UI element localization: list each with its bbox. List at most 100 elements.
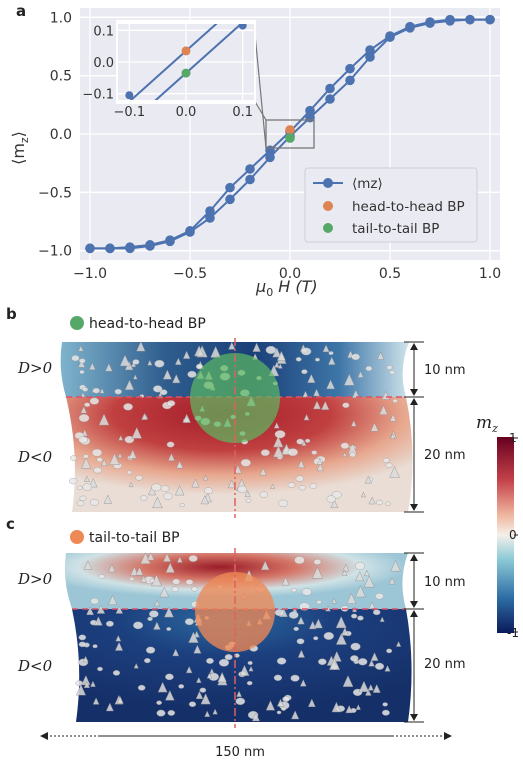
spin-cone [160, 485, 170, 492]
spin-cone [259, 491, 268, 498]
spin-cone [276, 657, 287, 665]
spin-cone [91, 448, 103, 457]
spin-cone [365, 688, 372, 696]
spin-cone [342, 675, 354, 687]
spin-cone [329, 657, 341, 670]
panel-b-bottom-layer [66, 397, 413, 512]
spin-cone [374, 662, 385, 670]
spin-cone [346, 592, 357, 604]
spin-cone [313, 618, 323, 629]
spin-cone [379, 616, 385, 622]
spin-cone [82, 387, 89, 392]
spin-cone [326, 495, 336, 503]
x-axis-label: μ0 H (T) [255, 277, 318, 299]
spin-cone [182, 413, 191, 423]
panel-c-region-top: D>0 [17, 570, 53, 588]
inset-chart: −0.1 0.0 0.1 0.1 0.0 −0.1 [82, 20, 256, 120]
spin-cone [237, 485, 248, 494]
spin-cone [307, 373, 316, 383]
spin-cone [368, 496, 376, 505]
spin-cone [246, 680, 253, 686]
data-point [365, 45, 375, 55]
colorbar-label-sub: z [491, 422, 498, 435]
spin-cone [350, 655, 359, 662]
panel-label-c: c [6, 515, 15, 533]
spin-cone [376, 499, 384, 506]
spin-cone [382, 457, 390, 464]
data-point [445, 16, 455, 26]
spin-cone [302, 390, 309, 398]
spin-cone [364, 475, 372, 484]
colorbar-gradient [497, 437, 514, 633]
spin-cone [212, 708, 218, 715]
spin-cone [382, 702, 388, 707]
colorbar-label-main: m [476, 413, 492, 433]
spin-cone [133, 662, 139, 669]
spin-cone [301, 588, 312, 596]
data-point [85, 243, 95, 254]
y-axis-label-sub: z [18, 137, 31, 143]
spin-cone [88, 362, 96, 370]
spin-cone [187, 370, 197, 378]
data-point [425, 18, 435, 28]
spin-cone [274, 609, 284, 617]
spin-cone [105, 363, 113, 372]
spin-cone [298, 485, 306, 491]
spin-cone [151, 483, 162, 492]
spin-cone [153, 385, 163, 393]
spin-cone [98, 574, 106, 580]
inset-data-point [238, 24, 247, 30]
data-point [125, 243, 135, 254]
data-point [345, 63, 355, 74]
spin-cone [328, 351, 334, 356]
spin-cone [200, 495, 209, 505]
bp-marker [285, 133, 295, 143]
spin-cone [76, 500, 85, 507]
spin-cone [323, 632, 334, 640]
spin-cone [386, 365, 393, 370]
spin-cone [386, 648, 393, 654]
spin-cone [92, 644, 98, 649]
x-axis-label-rest: H (T) [273, 277, 317, 296]
spin-cone [185, 666, 193, 674]
spin-cone [78, 436, 88, 444]
spin-cone [299, 679, 307, 687]
spin-cone [260, 449, 270, 457]
inset-y-tick: 0.0 [93, 56, 114, 71]
spin-cone [112, 670, 121, 676]
spin-cone [217, 671, 227, 683]
spin-cone [316, 458, 323, 465]
spin-cone [154, 599, 161, 607]
spin-cone [69, 477, 78, 485]
panel-label-a: a [16, 2, 26, 20]
spin-cone [204, 487, 213, 495]
spin-cone [247, 661, 253, 665]
spin-cone [166, 627, 172, 631]
x-tick-label: 0.5 [379, 266, 401, 282]
spin-cone [343, 373, 355, 386]
spin-cone [130, 566, 139, 576]
spin-cone [188, 555, 198, 562]
spin-cone [342, 563, 350, 572]
spin-cone [296, 638, 305, 645]
spin-cone [278, 499, 289, 508]
spin-cone [167, 452, 176, 461]
panel-label-b: b [6, 305, 17, 323]
spin-cone [276, 710, 282, 715]
spin-cone [193, 644, 202, 654]
spin-cone [311, 450, 318, 455]
spin-cone [281, 576, 290, 586]
spin-cone [148, 486, 157, 496]
spin-cone [351, 613, 358, 619]
spin-cone [340, 627, 349, 636]
spin-cone [165, 673, 174, 681]
spin-cone [81, 457, 92, 469]
spin-cone [107, 594, 118, 605]
spin-cone [358, 680, 370, 692]
spin-cone [80, 405, 88, 414]
spin-cone [309, 483, 318, 489]
spin-cone [370, 422, 379, 432]
spin-cone [196, 676, 202, 683]
panel-b-region-bottom: D<0 [17, 448, 53, 466]
spin-cone [248, 665, 254, 672]
